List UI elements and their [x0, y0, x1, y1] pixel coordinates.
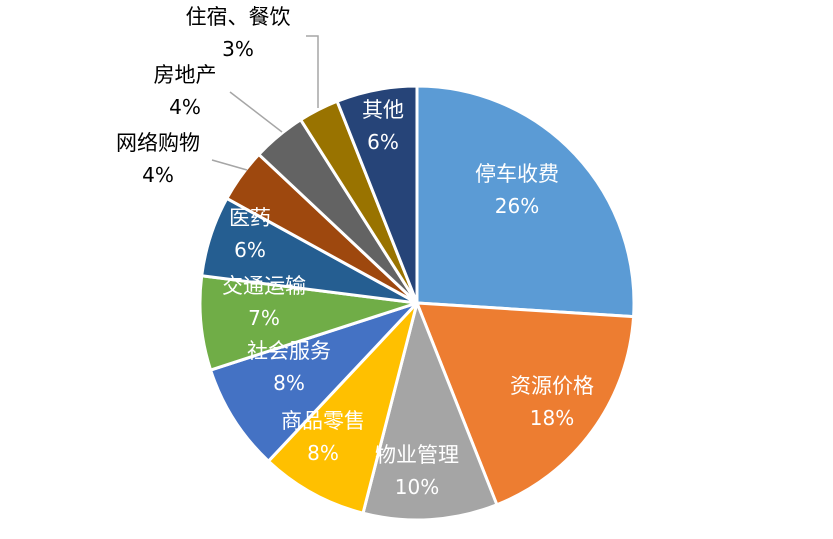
pie-slices: [198, 84, 636, 522]
pie-slice-2: [415, 301, 636, 507]
slice-labels: 停车收费 26% 资源价格 18% 物业管理 10% 商品零售 8% 社会服务 8% 交通运输 7% 医…: [116, 5, 594, 499]
slice-value-label: 10%: [395, 475, 439, 499]
slice-category-label: 网络购物: [116, 131, 200, 155]
pie-slice-1: [415, 84, 636, 319]
slice-category-label: 资源价格: [510, 374, 594, 398]
leader-line: [306, 35, 319, 108]
slice-value-label: 4%: [142, 163, 174, 187]
leader-lines: [211, 35, 319, 171]
pie-slice-4: [266, 301, 419, 515]
slice-category-label: 社会服务: [247, 339, 331, 363]
slice-value-label: 8%: [307, 441, 339, 465]
slice-value-label: 6%: [234, 238, 266, 262]
slice-category-label: 住宿、餐饮: [186, 5, 291, 29]
slice-value-label: 4%: [169, 95, 201, 119]
leader-line: [211, 159, 248, 171]
slice-category-label: 商品零售: [281, 409, 365, 433]
slice-category-label: 停车收费: [475, 162, 559, 186]
slice-value-label: 7%: [248, 306, 280, 330]
slice-category-label: 物业管理: [375, 443, 459, 467]
slice-value-label: 18%: [530, 406, 574, 430]
slice-value-label: 26%: [495, 194, 539, 218]
slice-category-label: 医药: [229, 206, 271, 230]
pie-slice-3: [361, 301, 499, 522]
slice-category-label: 交通运输: [222, 274, 306, 298]
slice-value-label: 3%: [222, 37, 254, 61]
pie-slice-5: [209, 301, 419, 463]
slice-category-label: 其他: [362, 98, 404, 122]
slice-value-label: 6%: [367, 130, 399, 154]
slice-category-label: 房地产: [154, 63, 217, 87]
slice-value-label: 8%: [273, 371, 305, 395]
pie-slice-11: [335, 84, 419, 305]
leader-line: [229, 91, 283, 133]
